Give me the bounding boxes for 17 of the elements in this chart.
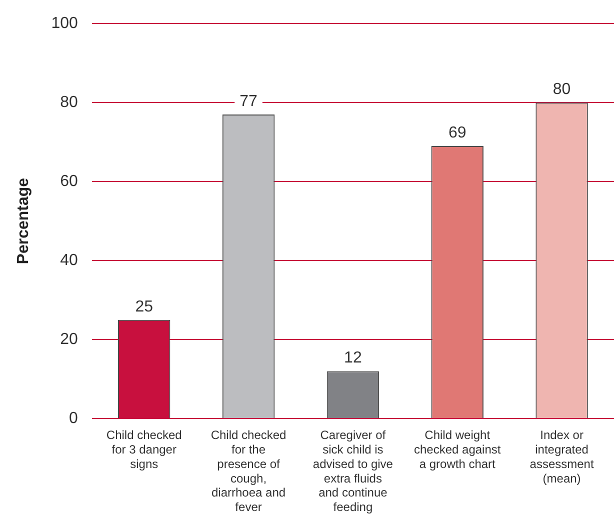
x-tick-label: Child weight checked against a growth chart xyxy=(414,428,502,471)
y-tick-label: 100 xyxy=(51,15,78,32)
x-tick-label: Child checked for 3 danger signs xyxy=(106,428,182,471)
y-tick-label: 0 xyxy=(68,410,78,428)
data-label: 25 xyxy=(135,298,154,316)
y-axis-title: Percentage xyxy=(15,178,32,264)
y-tick-label: 80 xyxy=(60,94,78,112)
data-label: 80 xyxy=(552,81,571,98)
x-tick-label: Index or integrated assessment (mean) xyxy=(530,428,594,486)
data-label: 12 xyxy=(344,350,362,367)
data-label: 77 xyxy=(240,92,258,110)
x-tick-label: Child checked for the presence of cough, diarrhoea and fever xyxy=(210,428,286,514)
y-tick-label: 60 xyxy=(60,173,78,190)
y-tick-label: 20 xyxy=(60,331,78,348)
data-label: 69 xyxy=(448,124,466,142)
y-tick-label: 40 xyxy=(60,252,78,270)
x-tick-label: Caregiver of sick child is advised to give extra fluids and continue feeding xyxy=(312,428,394,514)
